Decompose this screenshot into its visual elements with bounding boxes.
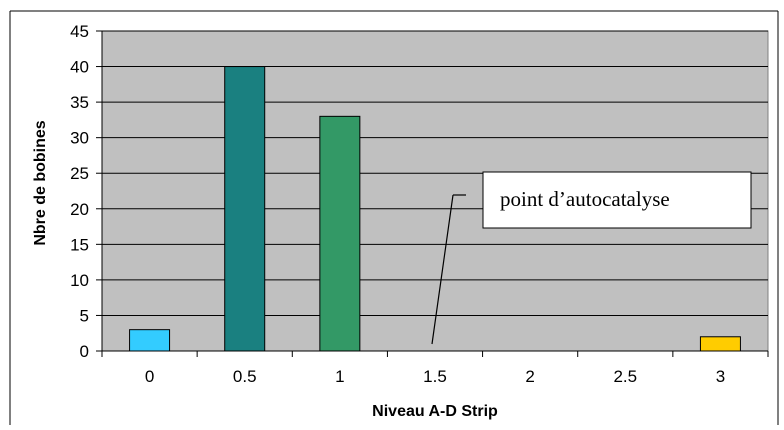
axes bbox=[96, 30, 769, 357]
annotation-box bbox=[482, 171, 752, 229]
x-tick-label: 0 bbox=[145, 367, 154, 386]
x-tick-label: 2.5 bbox=[613, 367, 637, 386]
y-tick-label: 20 bbox=[70, 200, 89, 219]
y-tick-label: 30 bbox=[70, 129, 89, 148]
y-tick-label: 15 bbox=[70, 235, 89, 254]
bar bbox=[129, 329, 171, 352]
bar bbox=[319, 115, 361, 352]
annotation-leader-line bbox=[431, 194, 454, 345]
x-tick-label: 2 bbox=[525, 367, 534, 386]
x-tick-label: 3 bbox=[716, 367, 725, 386]
bar bbox=[699, 336, 741, 352]
annotation-text: point d’autocatalyse bbox=[500, 187, 670, 211]
x-tick-label: 0.5 bbox=[233, 367, 257, 386]
x-tick-label: 1.5 bbox=[423, 367, 447, 386]
y-axis-title: Nbre de bobines bbox=[32, 120, 49, 245]
y-tick-label: 25 bbox=[70, 164, 89, 183]
y-tick-label: 45 bbox=[70, 22, 89, 41]
y-tick-label: 0 bbox=[80, 342, 89, 361]
x-axis-title: Niveau A-D Strip bbox=[372, 403, 498, 420]
bars bbox=[129, 66, 741, 352]
x-tick-label: 1 bbox=[335, 367, 344, 386]
y-tick-label: 10 bbox=[70, 271, 89, 290]
y-tick-label: 35 bbox=[70, 93, 89, 112]
bar bbox=[224, 66, 266, 352]
tick-labels: 0 5 10 15 20 25 30 35 40 45 0 0.5 1 1.5 2 2.5 3 bbox=[70, 22, 725, 386]
y-tick-label: 5 bbox=[80, 306, 89, 325]
y-tick-label: 40 bbox=[70, 58, 89, 77]
